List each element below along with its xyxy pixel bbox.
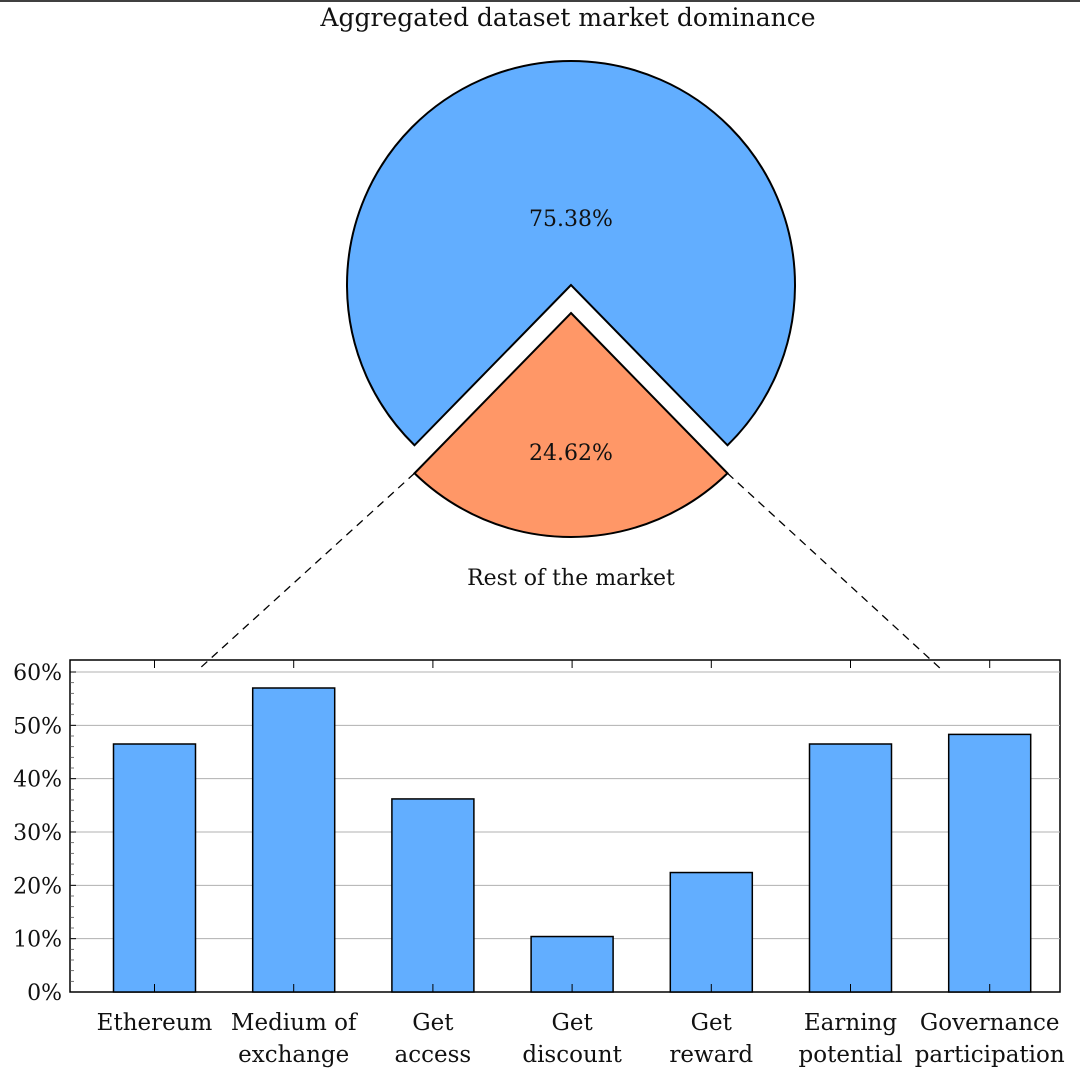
x-tick-label-4-0: Get bbox=[691, 1010, 733, 1036]
x-tick-label-5-1: potential bbox=[799, 1042, 903, 1068]
pie-chart: 75.38% 24.62% Rest of the market bbox=[346, 60, 796, 591]
bar-6 bbox=[947, 733, 1032, 993]
connector-left bbox=[197, 472, 415, 671]
y-tick-label-4: 40% bbox=[13, 768, 62, 793]
x-tick-label-4-1: reward bbox=[669, 1042, 753, 1068]
y-tick-label-5: 50% bbox=[13, 714, 62, 739]
x-tick-label-2-0: Get bbox=[412, 1010, 454, 1036]
x-tick-label-3-1: discount bbox=[522, 1042, 622, 1068]
x-tick-label-1-0: Medium of bbox=[231, 1010, 358, 1036]
x-tick-label-5-0: Earning bbox=[804, 1010, 897, 1036]
bar-2 bbox=[391, 798, 475, 993]
x-tick-label-2-1: access bbox=[395, 1042, 472, 1068]
pie-slice-name-label-1: Rest of the market bbox=[467, 566, 675, 591]
pie-slice-value-label-1: 24.62% bbox=[529, 441, 613, 466]
x-tick-label-0-0: Ethereum bbox=[97, 1010, 213, 1036]
pie-slice-1 bbox=[413, 311, 729, 538]
bar-chart: 0% 10% 20% 30% 40% 50% 60% Ethereum Medium of exc… bbox=[13, 659, 1065, 1068]
x-tick-label-6-1: participation bbox=[915, 1042, 1065, 1068]
pie-slice-0 bbox=[346, 60, 796, 447]
bar-3 bbox=[530, 935, 614, 993]
x-tick-label-1-1: exchange bbox=[238, 1042, 349, 1068]
x-tick-label-3-0: Get bbox=[551, 1010, 593, 1036]
x-tick-label-6-0: Governance bbox=[920, 1010, 1060, 1036]
bar-5 bbox=[808, 743, 893, 993]
y-tick-label-3: 30% bbox=[13, 821, 62, 846]
connector-right bbox=[727, 472, 943, 671]
pie-title: Aggregated dataset market dominance bbox=[319, 3, 815, 32]
bar-1 bbox=[251, 687, 336, 993]
y-tick-label-0: 0% bbox=[27, 981, 62, 1006]
y-tick-label-6: 60% bbox=[13, 661, 62, 686]
y-tick-label-1: 10% bbox=[13, 928, 62, 953]
bar-0 bbox=[112, 743, 197, 993]
pie-slice-value-label-0: 75.38% bbox=[529, 207, 613, 232]
y-tick-label-2: 20% bbox=[13, 874, 62, 899]
zoom-connectors bbox=[197, 472, 943, 671]
bar-4 bbox=[669, 871, 754, 993]
